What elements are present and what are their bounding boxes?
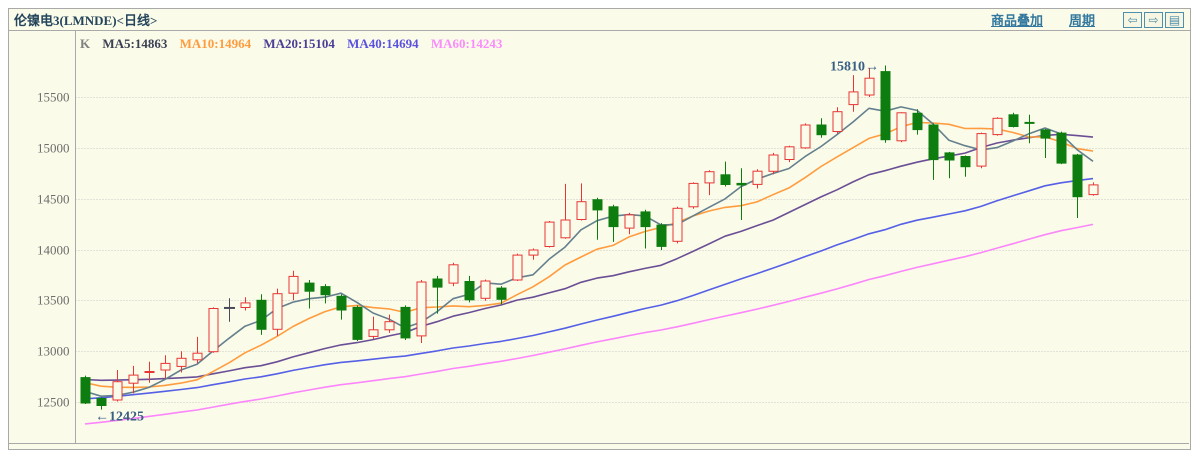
candle-up	[240, 302, 251, 308]
candle-down	[960, 156, 971, 168]
candle-up	[992, 117, 1003, 136]
chart-panel: 伦镍电3(LMNDE)<日线> 商品叠加 周期 ⇦ ⇨ ▤ 15500 15000…	[8, 8, 1191, 450]
candle-up	[848, 91, 859, 106]
annotation-high-label: 15810→	[830, 60, 879, 75]
candle-up	[624, 214, 635, 229]
window-panes-icon: ▤	[1168, 12, 1181, 27]
candle-down	[640, 211, 651, 228]
candle-up	[272, 293, 283, 330]
candle-down	[1040, 129, 1051, 139]
candle-down	[432, 278, 443, 288]
candle-down	[656, 224, 667, 247]
period-link[interactable]: 周期	[1068, 13, 1095, 28]
ma-line-ma5	[84, 106, 1094, 398]
candle-up	[544, 221, 555, 248]
legend-k-label: K	[80, 36, 91, 51]
candle-up	[896, 112, 907, 142]
candle-up	[672, 207, 683, 242]
ma-line-ma20	[84, 133, 1094, 382]
candle-up	[752, 170, 763, 185]
instrument-title: 伦镍电3(LMNDE)<日线>	[14, 13, 158, 28]
ma-line-ma40	[84, 177, 1094, 400]
title-bar-actions: 商品叠加 周期 ⇦ ⇨ ▤	[991, 10, 1184, 29]
legend-ma10-value: MA10:14964	[179, 36, 252, 51]
legend-ma5-value: MA5:14863	[102, 36, 168, 51]
candle-down	[1072, 154, 1083, 198]
candle-up	[192, 352, 203, 361]
ma-line-ma60	[84, 223, 1094, 425]
candle-down	[400, 306, 411, 339]
y-axis-label: 13500	[37, 293, 70, 308]
annotation-low-label: ←12425	[95, 410, 144, 425]
candle-down	[736, 182, 747, 186]
y-axis-label: 15000	[37, 141, 70, 156]
candle-down	[816, 124, 827, 136]
candle-up	[448, 264, 459, 284]
arrow-right-icon: ⇨	[1148, 12, 1159, 27]
candle-down	[944, 152, 955, 161]
candle-up	[112, 381, 123, 401]
candle-up	[560, 219, 571, 239]
candle-down	[608, 206, 619, 228]
candle-up	[784, 146, 795, 161]
candle-down	[880, 71, 891, 141]
candle-down	[464, 281, 475, 301]
candle-down	[912, 112, 923, 131]
scroll-right-button[interactable]: ⇨	[1144, 11, 1163, 28]
scroll-left-button[interactable]: ⇦	[1123, 11, 1142, 28]
candle-down	[304, 282, 315, 292]
candle-down	[720, 174, 731, 186]
candle-up	[368, 329, 379, 337]
candle-down	[1008, 114, 1019, 128]
candle-up	[160, 362, 171, 371]
candle-down	[496, 287, 507, 300]
legend-ma20-value: MA20:15104	[263, 36, 335, 51]
candle-up	[832, 111, 843, 132]
ma-legend: K MA5:14863 MA10:14964 MA20:15104 MA40:1…	[80, 36, 511, 52]
candle-up	[528, 249, 539, 256]
y-axis-label: 14500	[37, 192, 70, 207]
candle-up	[976, 133, 987, 167]
candle-down	[1024, 121, 1035, 124]
candle-down	[336, 295, 347, 311]
candle-down	[1056, 132, 1067, 164]
candle-up	[144, 371, 155, 373]
overlay-link[interactable]: 商品叠加	[990, 13, 1043, 28]
y-axis-label: 13000	[37, 344, 70, 359]
candle-up	[128, 374, 139, 384]
candle-down	[256, 299, 267, 330]
y-axis-label: 14000	[37, 243, 70, 258]
candle-up	[288, 275, 299, 294]
candlestick-chart: 15500 15000 14500 14000 13500 13000 12500 ←1242…	[9, 31, 1189, 444]
candle-up	[1088, 184, 1099, 196]
candle-down	[80, 377, 91, 404]
candle-up	[576, 201, 587, 220]
candle-down	[592, 199, 603, 211]
chart-plot-area[interactable]: 15500 15000 14500 14000 13500 13000 12500 ←1242…	[9, 31, 1189, 448]
candle-up	[512, 254, 523, 281]
y-axis-label: 12500	[37, 395, 70, 410]
candle-up	[800, 124, 811, 149]
arrow-left-icon: ⇦	[1127, 12, 1138, 27]
candle-up	[416, 281, 427, 337]
candle-up	[704, 171, 715, 184]
candle-down	[928, 124, 939, 161]
y-axis-label: 15500	[37, 90, 70, 105]
candle-up	[384, 321, 395, 331]
candle-up	[480, 280, 491, 299]
split-view-button[interactable]: ▤	[1165, 11, 1184, 28]
candle-down	[96, 397, 107, 406]
candle-up	[768, 154, 779, 172]
legend-ma60-value: MA60:14243	[430, 36, 503, 51]
ma-line-ma10	[84, 121, 1094, 389]
legend-ma40-value: MA40:14694	[347, 36, 419, 51]
candle-down	[320, 286, 331, 296]
candle-up	[864, 77, 875, 96]
candle-down	[352, 306, 363, 340]
candle-up	[176, 357, 187, 367]
title-bar: 伦镍电3(LMNDE)<日线> 商品叠加 周期 ⇦ ⇨ ▤	[9, 9, 1190, 31]
candle-up	[208, 308, 219, 353]
candle-up	[688, 182, 699, 208]
